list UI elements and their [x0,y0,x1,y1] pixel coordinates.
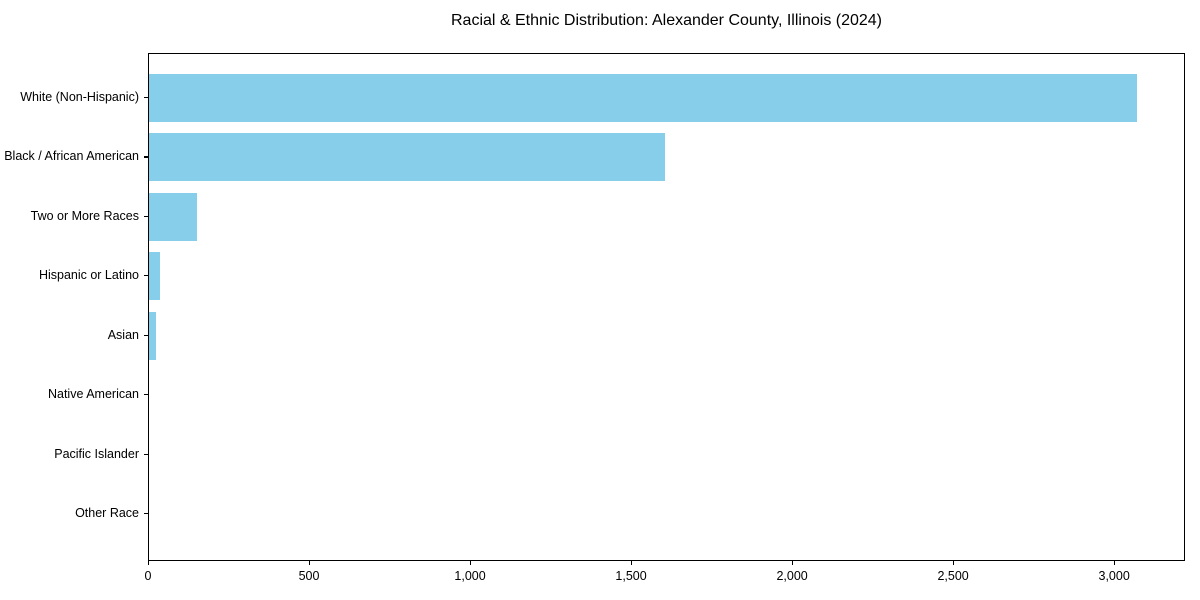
x-tick [631,561,633,565]
x-tick [148,561,150,565]
chart-title: Racial & Ethnic Distribution: Alexander … [450,12,883,29]
category-label: Hispanic or Latino [38,268,139,283]
y-tick [144,215,148,218]
bar [149,133,665,182]
plot-area [148,53,1185,561]
x-tick-label: 1,500 [615,569,647,583]
y-tick [144,275,148,277]
bar [149,74,1137,122]
bar [149,252,160,301]
x-tick [1114,561,1116,565]
x-tick-label: 0 [144,569,152,583]
category-label: Black / African American [4,149,139,164]
x-tick-label: 3,000 [1098,569,1130,583]
x-tick-label: 2,500 [937,569,969,583]
category-label: Other Race [75,506,139,520]
x-tick-label: 2,000 [776,569,808,583]
y-tick [144,334,148,336]
x-tick [792,561,794,565]
x-tick [953,561,955,565]
y-tick [144,97,148,99]
y-tick [144,394,148,396]
y-tick [144,513,148,515]
category-label: Pacific Islander [54,446,139,461]
y-tick [144,156,148,158]
x-tick-label: 500 [298,569,320,583]
y-tick [144,453,148,455]
x-tick [470,561,472,565]
bar [149,311,157,360]
category-label: Asian [107,327,139,342]
x-tick-label: 1,000 [454,569,486,583]
category-label: White (Non-Hispanic) [20,90,139,104]
bar [149,192,198,241]
x-tick [309,561,311,565]
category-label: Two or More Races [30,208,139,223]
category-label: Native American [47,387,139,402]
